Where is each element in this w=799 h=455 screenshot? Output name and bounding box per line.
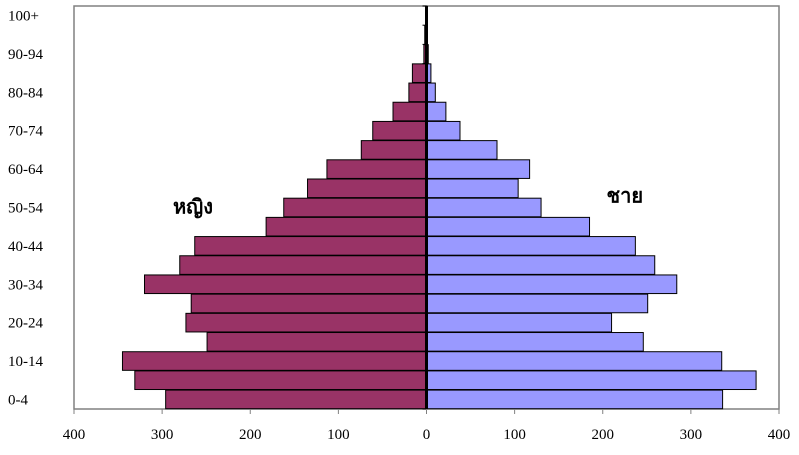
bar-female-35-39	[179, 255, 427, 275]
labels-group: 400 300 200 100 0 100 200 300 400 0-4 10-14 20-24 30…	[8, 9, 790, 443]
annotation-male: ชาย	[607, 184, 644, 208]
bar-female-40-44	[194, 236, 427, 256]
bar-female-30-34	[144, 274, 427, 295]
bar-male-45-49	[426, 216, 591, 237]
bar-female-65-69	[360, 140, 428, 160]
y-tick-label-100+: 100+	[8, 9, 39, 25]
x-tick-label: 0	[423, 427, 431, 443]
bar-female-0-4	[165, 389, 427, 410]
y-tick-label-10-14: 10-14	[8, 354, 43, 370]
bar-male-0-4	[426, 389, 724, 410]
x-tick-label: 200	[239, 427, 262, 443]
bar-female-20-24	[185, 312, 427, 333]
bar-male-30-34	[426, 274, 678, 295]
bar-female-15-19	[206, 332, 427, 352]
bar-female-55-59	[307, 178, 427, 199]
bar-female-70-74	[372, 120, 427, 141]
bar-male-50-54	[426, 197, 542, 218]
bar-male-75-79	[426, 101, 447, 122]
bar-female-10-14	[121, 351, 427, 371]
x-tick-label: 100	[503, 427, 526, 443]
y-tick-label-60-64: 60-64	[8, 162, 43, 178]
y-tick-label-90-94: 90-94	[8, 47, 43, 63]
bar-male-35-39	[426, 255, 656, 275]
bar-female-5-9	[134, 370, 427, 391]
bar-female-75-79	[392, 101, 428, 122]
bar-male-15-19	[426, 332, 644, 352]
x-tick-label: 300	[680, 427, 703, 443]
bar-male-40-44	[426, 236, 636, 256]
x-tick-label: 200	[592, 427, 615, 443]
bar-male-5-9	[426, 370, 757, 391]
y-tick-label-50-54: 50-54	[8, 201, 43, 217]
y-tick-label-40-44: 40-44	[8, 239, 43, 255]
bar-male-60-64	[426, 159, 531, 179]
bar-female-60-64	[326, 159, 428, 179]
bar-male-20-24	[426, 312, 613, 333]
bars-group	[121, 5, 757, 410]
bar-male-10-14	[426, 351, 723, 371]
y-tick-label-30-34: 30-34	[8, 277, 43, 293]
y-tick-label-0-4: 0-4	[8, 392, 28, 408]
bar-female-80-84	[408, 82, 428, 103]
x-tick-label: 400	[63, 427, 86, 443]
bar-male-65-69	[426, 140, 498, 160]
bar-male-25-29	[426, 293, 649, 314]
y-tick-label-80-84: 80-84	[8, 85, 43, 101]
bar-female-45-49	[265, 216, 427, 237]
y-tick-label-70-74: 70-74	[8, 124, 43, 140]
bar-female-85-89	[411, 63, 427, 83]
axes-group	[73, 5, 780, 414]
bar-female-50-54	[283, 197, 427, 218]
annotation-female: หญิง	[173, 194, 213, 218]
bar-male-55-59	[426, 178, 519, 199]
x-tick-label: 400	[768, 427, 791, 443]
bar-female-25-29	[190, 293, 427, 314]
x-tick-label: 100	[327, 427, 350, 443]
x-tick-label: 300	[151, 427, 174, 443]
bar-male-70-74	[426, 120, 461, 141]
y-tick-label-20-24: 20-24	[8, 316, 43, 332]
